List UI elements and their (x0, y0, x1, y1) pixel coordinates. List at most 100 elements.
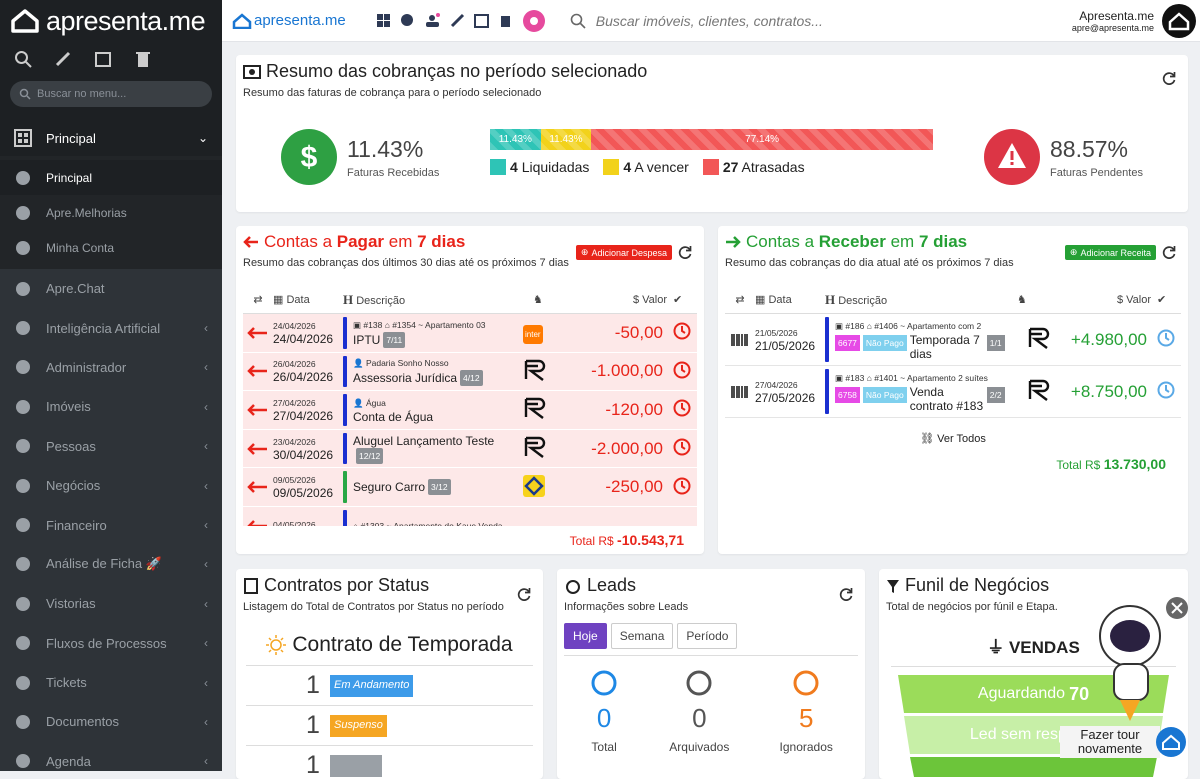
logo[interactable]: apresenta.me (0, 0, 222, 42)
chevron: ‹ (204, 321, 208, 336)
menu-icon (16, 478, 30, 493)
submenu-item[interactable]: Minha Conta (0, 230, 222, 265)
section-icon (14, 129, 32, 147)
status-cell (1157, 329, 1181, 350)
title-part: Pagar (336, 232, 385, 251)
receivable-row[interactable]: 21/05/2026 21/05/2026 ▣ #186 ⌂ #1406 ~ Ap… (725, 314, 1181, 366)
menu-item[interactable]: Vistorias ‹ (0, 584, 222, 623)
date: 09/05/2026 (273, 486, 334, 501)
user-info[interactable]: Apresenta.me apre@apresenta.me (1072, 9, 1154, 33)
menu-item[interactable]: Documentos ‹ (0, 702, 222, 741)
menu-search[interactable]: Buscar no menu... (10, 81, 212, 107)
legend-count: 27 (722, 159, 739, 175)
div: 11.43% Faturas Recebidas (347, 136, 439, 179)
legend-item: 27 Atrasadas (702, 159, 805, 175)
contract-icon (244, 577, 258, 594)
avatar[interactable] (1162, 3, 1196, 38)
trash-icon[interactable] (498, 13, 513, 28)
menu-item[interactable]: Pessoas ‹ (0, 427, 222, 466)
due-date: 09/05/2026 (273, 475, 316, 486)
refresh-button[interactable] (1162, 71, 1176, 85)
dashboard-icon[interactable] (376, 13, 391, 28)
title-part: 7 dias (918, 232, 968, 251)
stat-count: 5 (798, 703, 814, 733)
sort-icon: ⇄ (253, 294, 263, 306)
legend-swatch (603, 159, 620, 175)
stat: 5 Ignorados (780, 668, 833, 754)
payable-row[interactable]: 24/04/2026 24/04/2026 ▣ #138 ⌂ #1354 ~ Ap… (243, 314, 697, 353)
see-all[interactable]: ⛓ Ver Todos (920, 433, 986, 445)
add-expense-button[interactable]: ⊕ Adicionar Despesa (575, 245, 672, 260)
link-icon[interactable] (54, 50, 72, 68)
section-label: Principal (46, 130, 96, 146)
tour-button[interactable]: Fazer tour novamente (1060, 726, 1160, 758)
pipeline-name: VENDAS (1008, 638, 1080, 657)
menu-icon (16, 281, 30, 296)
menu-item[interactable]: Negócios ‹ (0, 466, 222, 505)
payable-row[interactable]: 27/04/2026 27/04/2026 👤 Água Conta de Água… (243, 391, 697, 430)
menu-section[interactable]: Principal ⌄ (0, 114, 222, 162)
menu-label: Vistorias (46, 596, 96, 612)
link-icon[interactable] (450, 13, 465, 28)
submenu-item[interactable]: Apre.Melhorias (0, 195, 222, 230)
payable-row[interactable]: 09/05/2026 09/05/2026 Seguro Carro 3/12 -2… (243, 468, 697, 507)
payable-row[interactable]: 04/05/2026 ⌂ #1303 ~ Apartamento do Kaue… (243, 506, 697, 526)
menu-item[interactable]: Análise de Ficha 🚀 ‹ (0, 545, 222, 584)
trash-icon[interactable] (134, 50, 152, 68)
b: H (825, 291, 836, 307)
menu-item[interactable]: Financeiro ‹ (0, 505, 222, 544)
menu-item[interactable]: Apre.Chat (0, 269, 222, 308)
card-subtitle: Resumo das faturas de cobrança para o pe… (243, 87, 542, 99)
logo-cell: inter (523, 324, 553, 344)
column-label: Data (286, 294, 310, 306)
people-icon[interactable] (424, 13, 441, 28)
menu-icon (16, 557, 30, 572)
tab[interactable]: Hoje (564, 623, 607, 649)
refresh-button[interactable] (517, 587, 531, 601)
pipeline: ⏚ VENDAS (891, 633, 1176, 667)
menu-label: Imóveis (46, 399, 91, 415)
payable-row[interactable]: 23/04/2026 30/04/2026 Aluguel Lançamento … (243, 429, 697, 469)
stat-icon (686, 670, 712, 696)
menu-icon (16, 360, 30, 375)
refresh-button[interactable] (839, 587, 853, 601)
submenu: Principal Apre.Melhorias Minha Conta (0, 156, 222, 269)
calendar-icon[interactable] (94, 50, 112, 68)
add-income-button[interactable]: ⊕ Adicionar Receita (1064, 245, 1156, 260)
menu-item[interactable]: Agenda ‹ (0, 742, 222, 771)
receivable-row[interactable]: 27/04/2026 27/05/2026 ▣ #183 ⌂ #1401 ~ Ap… (725, 366, 1181, 418)
global-search[interactable]: Buscar imóveis, clientes, contratos... (570, 13, 1072, 29)
column-label: Valor (1126, 293, 1151, 306)
due-date: 27/04/2026 (755, 379, 798, 390)
received-icon: $ (281, 129, 337, 185)
chat-icon[interactable] (400, 13, 415, 28)
menu-item[interactable]: Inteligência Artificial ‹ (0, 308, 222, 347)
menu-item[interactable]: Imóveis ‹ (0, 387, 222, 426)
desc-line: 6758 Não Pago Venda contrato #183 2/2 (835, 385, 1027, 413)
check-icon: ✔ (673, 294, 683, 306)
sort-icon: ⇄ (735, 294, 745, 306)
status-icon (673, 322, 691, 340)
dates: 27/04/2026 27/04/2026 (273, 397, 343, 423)
home-button[interactable] (1156, 727, 1186, 757)
menu-label: Administrador (46, 359, 127, 375)
refresh-button[interactable] (1162, 245, 1176, 259)
menu-item[interactable]: Tickets ‹ (0, 663, 222, 702)
refresh-button[interactable] (678, 245, 692, 259)
search-icon[interactable] (14, 50, 32, 68)
desc-text: Seguro Carro (353, 480, 426, 495)
menu: Apre.Chat Inteligência Artificial ‹ Adminis… (0, 269, 222, 771)
tab[interactable]: Período (677, 623, 738, 649)
card-title: Resumo das cobranças no período selecion… (266, 61, 648, 81)
submenu-item[interactable]: Principal (0, 160, 222, 195)
ai-icon[interactable] (522, 9, 546, 33)
tab[interactable]: Semana (610, 623, 674, 649)
description: ▣ #183 ⌂ #1401 ~ Apartamento 2 suítes 67… (835, 371, 1027, 413)
menu-item[interactable]: Administrador ‹ (0, 348, 222, 387)
column: $ Valor (632, 293, 667, 306)
calendar-icon[interactable] (473, 13, 489, 28)
menu-item[interactable]: Fluxos de Processos ‹ (0, 624, 222, 663)
payable-row[interactable]: 26/04/2026 26/04/2026 👤 Padaria Sonho Nos… (243, 352, 697, 392)
column: H Descrição (343, 292, 533, 308)
card-title: Funil de Negócios (905, 575, 1050, 595)
